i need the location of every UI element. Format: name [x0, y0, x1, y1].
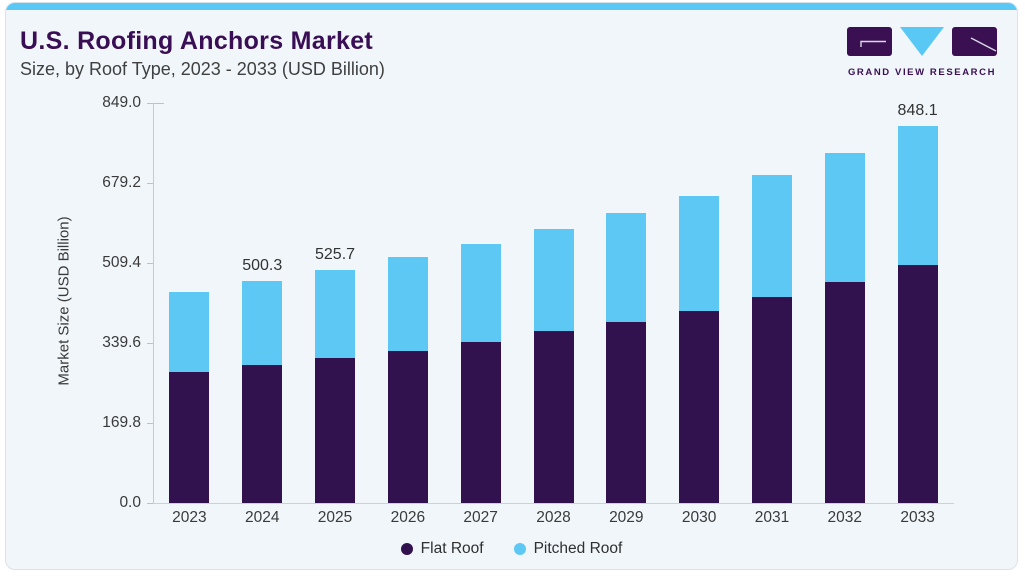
x-axis-tick-labels: 2023 2024 2025 2026 2027 2028 2029 2030 2031 2032… [153, 509, 954, 531]
bar-2033-pitched-roof [897, 126, 938, 266]
legend-item-pitched-roof: Pitched Roof [513, 540, 623, 558]
bar-2032-pitched-roof [824, 152, 865, 282]
x-tick-label-2029: 2029 [609, 509, 644, 526]
y-tick-label: 0.0 [119, 494, 141, 511]
y-tick-label: 339.6 [102, 334, 141, 351]
bar-2025-flat-roof [315, 358, 356, 503]
chart-card: U.S. Roofing Anchors Market Size, by Roo… [5, 2, 1018, 570]
chart-title: U.S. Roofing Anchors Market [20, 27, 374, 55]
bar-2024-flat-roof [242, 365, 283, 503]
logo-triangle-v-icon [900, 27, 944, 56]
top-accent-bar [6, 3, 1017, 10]
x-axis-line [153, 503, 954, 504]
bar-2026-flat-roof [387, 350, 428, 503]
x-tick-label-2027: 2027 [463, 509, 498, 526]
x-tick-label-2031: 2031 [754, 509, 790, 526]
legend-label: Flat Roof [420, 540, 484, 557]
y-tick [147, 263, 153, 264]
y-tick [147, 343, 153, 344]
gvr-logo: GRAND VIEW RESEARCH [847, 25, 997, 78]
bar-2030-pitched-roof [679, 195, 720, 311]
x-tick-label-2028: 2028 [536, 509, 571, 526]
bar-total-label-2024: 500.3 [242, 256, 283, 274]
x-tick-label-2032: 2032 [827, 509, 862, 526]
y-axis-line [153, 103, 154, 503]
x-tick-label-2033: 2033 [900, 509, 935, 526]
legend-dot-icon [513, 543, 526, 555]
gvr-logo-mark [847, 27, 997, 56]
y-axis-top-tick [154, 103, 164, 104]
bar-2029-pitched-roof [606, 213, 647, 322]
legend-item-flat-roof: Flat Roof [400, 540, 484, 558]
y-tick-label: 849.0 [102, 94, 141, 111]
bar-2026-pitched-roof [387, 257, 428, 351]
x-tick-label-2023: 2023 [172, 509, 207, 526]
y-tick-label: 679.2 [102, 174, 141, 191]
bar-total-label-2033: 848.1 [897, 102, 938, 120]
bar-2032-flat-roof [824, 281, 865, 503]
x-tick-label-2025: 2025 [317, 509, 353, 526]
legend: Flat Roof Pitched Roof [6, 540, 1017, 558]
bar-2028-pitched-roof [533, 229, 574, 332]
logo-text: GRAND VIEW RESEARCH [847, 67, 997, 78]
logo-block-r-icon [952, 27, 997, 56]
chart-subtitle: Size, by Roof Type, 2023 - 2033 (USD Bil… [20, 59, 385, 79]
plot-area: 500.3 525.7 848.1 [147, 102, 954, 504]
bar-2031-pitched-roof [751, 174, 792, 298]
bar-2031-flat-roof [751, 297, 792, 503]
bar-2027-flat-roof [460, 341, 501, 503]
y-tick [147, 183, 153, 184]
bar-2028-flat-roof [533, 331, 574, 503]
legend-label: Pitched Roof [533, 540, 623, 557]
y-tick [147, 103, 153, 104]
bar-2027-pitched-roof [460, 243, 501, 342]
y-axis-tick-labels: 0.0 169.8 339.6 509.4 679.2 849.0 [44, 94, 141, 511]
bar-2029-flat-roof [606, 321, 647, 503]
bar-2033-flat-roof [897, 265, 938, 503]
y-tick [147, 503, 153, 504]
bar-2024-pitched-roof [242, 280, 283, 366]
bar-2023-flat-roof [169, 372, 210, 503]
y-tick-label: 509.4 [102, 254, 141, 271]
bar-total-label-2025: 525.7 [315, 245, 356, 263]
y-tick [147, 423, 153, 424]
x-tick-label-2024: 2024 [244, 509, 280, 526]
bar-2023-pitched-roof [169, 291, 210, 373]
x-tick-label-2030: 2030 [681, 509, 717, 526]
bar-2025-pitched-roof [315, 269, 356, 359]
y-tick-label: 169.8 [102, 414, 141, 431]
x-tick-label-2026: 2026 [390, 509, 426, 526]
legend-dot-icon [400, 543, 413, 555]
bar-2030-flat-roof [679, 310, 720, 503]
